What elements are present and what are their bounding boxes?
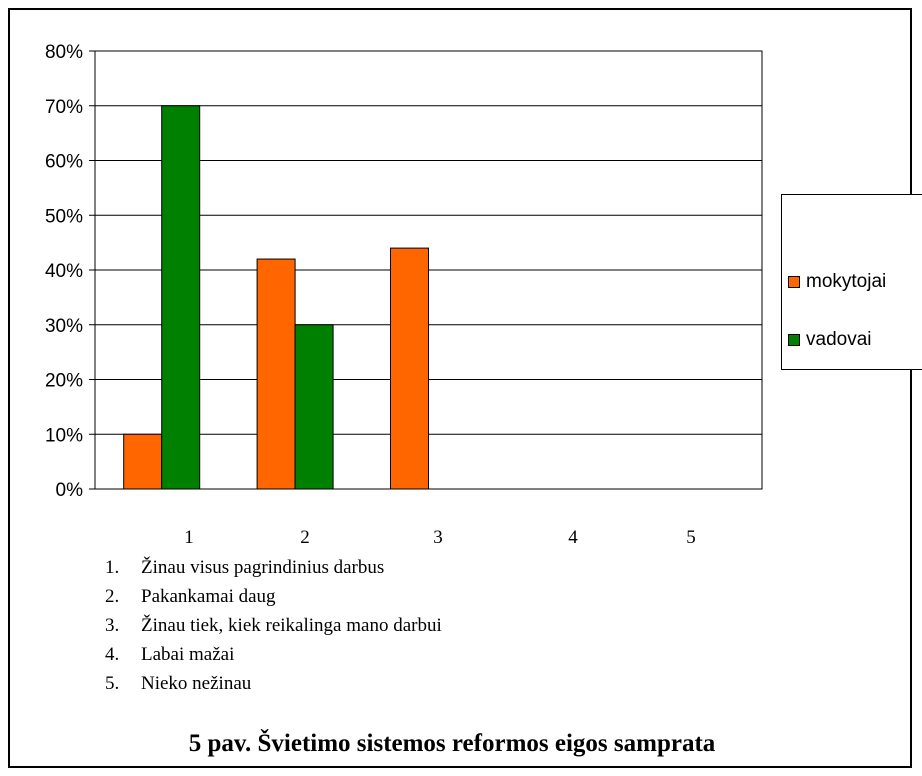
note-item: 2. Pakankamai daug	[105, 586, 276, 607]
chart-legend: mokytojai vadovai	[781, 194, 922, 370]
y-tick-label: 30%	[45, 316, 83, 337]
y-tick-label: 50%	[45, 206, 83, 227]
bar-mokytojai-1	[123, 433, 163, 490]
note-item: 1. Žinau visus pagrindinius darbus	[105, 557, 385, 578]
bar-vadovai-2	[294, 324, 334, 490]
legend-item-mokytojai: mokytojai	[788, 271, 886, 293]
note-item: 5. Nieko nežinau	[105, 673, 252, 694]
legend-label-mokytojai: mokytojai	[806, 271, 887, 292]
category-notes: 1. Žinau visus pagrindinius darbus 2. Paka…	[105, 553, 442, 698]
y-tick-label: 20%	[45, 371, 83, 392]
y-tick-label: 10%	[45, 425, 83, 446]
x-tick-label: 4	[568, 527, 578, 548]
x-tick-label: 5	[686, 527, 696, 548]
plot-area-border	[94, 50, 763, 490]
legend-label-vadovai: vadovai	[806, 329, 872, 350]
y-tick-label: 0%	[56, 480, 84, 501]
x-tick-label: 3	[433, 527, 443, 548]
figure-frame	[8, 8, 912, 768]
y-tick-label: 60%	[45, 152, 83, 173]
bar-vadovai-1	[161, 105, 201, 490]
legend-swatch-mokytojai	[788, 276, 800, 288]
y-tick-label: 40%	[45, 261, 83, 282]
y-tick-label: 70%	[45, 97, 83, 118]
legend-item-vadovai: vadovai	[788, 329, 872, 351]
bar-mokytojai-3	[390, 247, 429, 490]
y-tick-label: 80%	[45, 42, 83, 63]
figure-caption: 5 pav. Švietimo sistemos reformos eigos …	[188, 730, 716, 757]
note-item: 3. Žinau tiek, kiek reikalinga mano darbu…	[105, 615, 442, 636]
bar-mokytojai-2	[256, 258, 296, 490]
legend-swatch-vadovai	[788, 334, 800, 346]
x-tick-label: 2	[300, 527, 310, 548]
note-item: 4. Labai mažai	[105, 644, 235, 665]
x-tick-label: 1	[184, 527, 194, 548]
